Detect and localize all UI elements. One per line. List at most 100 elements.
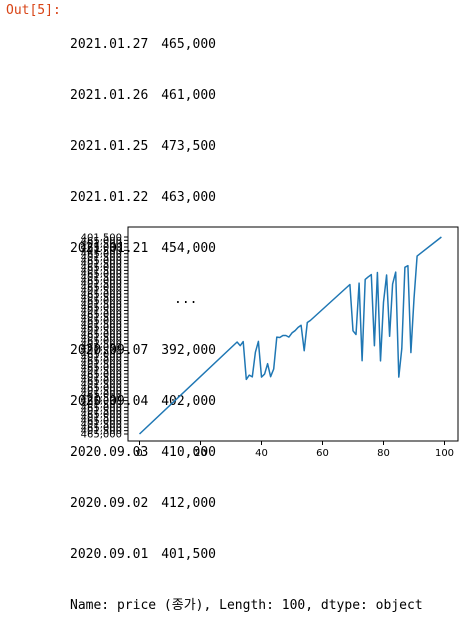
x-tick-label: 40: [255, 448, 268, 459]
y-tick-label: 401,500: [81, 419, 122, 430]
series-date: 2021.01.21: [70, 241, 149, 256]
y-tick-label: 401,500: [81, 399, 122, 410]
series-value: 465,000: [161, 37, 216, 52]
series-row: 2020.09.07 392,000: [70, 342, 423, 359]
series-row: 2020.09.01 401,500: [70, 546, 423, 563]
series-row: 2020.09.02 412,000: [70, 495, 423, 512]
y-tick-label: 465,000: [81, 409, 122, 420]
x-tick-label: 80: [377, 448, 390, 459]
series-row: 2020.09.04 402,000: [70, 393, 423, 410]
y-tick-label: 465,000: [81, 369, 122, 380]
y-tick-label: 465,000: [81, 336, 122, 347]
series-footer: Name: price (종가), Length: 100, dtype: ob…: [70, 598, 423, 613]
plot-frame: [127, 226, 459, 442]
y-tick-label: 401,500: [81, 426, 122, 437]
y-tick-label: 465,000: [81, 396, 122, 407]
price-line-chart: 401,500465,000401,500465,000401,500465,0…: [81, 226, 459, 459]
y-tick-label: 401,500: [81, 393, 122, 404]
y-tick-label: 401,500: [81, 353, 122, 364]
y-tick-label: 465,000: [81, 376, 122, 387]
y-tick-label: 465,000: [81, 349, 122, 360]
series-date: 2020.09.04: [70, 394, 149, 409]
y-tick-label: 465,000: [81, 383, 122, 394]
y-tick-label: 401,500: [81, 273, 122, 284]
series-row: 2021.01.27 465,000: [70, 36, 423, 53]
y-tick-label: 401,500: [81, 413, 122, 424]
y-tick-label: 401,500: [81, 359, 122, 370]
series-ellipsis: ...: [174, 292, 198, 307]
y-tick-label: 401,500: [81, 386, 122, 397]
x-tick-label: 60: [316, 448, 329, 459]
y-tick-label: 401,500: [81, 299, 122, 310]
series-value: 392,000: [161, 343, 216, 358]
y-tick-label: 465,000: [81, 356, 122, 367]
series-row: 2021.01.22 463,000: [70, 189, 423, 206]
series-value: 463,000: [161, 190, 216, 205]
y-tick-label: 465,000: [81, 256, 122, 267]
series-value: 401,500: [161, 547, 216, 562]
y-tick-label: 401,500: [81, 253, 122, 264]
y-tick-label: 465,000: [81, 416, 122, 427]
y-tick-label: 465,000: [81, 289, 122, 300]
series-date: 2020.09.01: [70, 547, 149, 562]
y-tick-label: 465,000: [81, 236, 122, 247]
y-tick-label: 465,000: [81, 276, 122, 287]
series-date: 2020.09.03: [70, 445, 149, 460]
y-tick-label: 465,000: [81, 363, 122, 374]
x-tick-label: 100: [435, 448, 454, 459]
x-tick-label: 20: [194, 448, 207, 459]
y-tick-label: 401,500: [81, 346, 122, 357]
y-tick-label: 465,000: [81, 269, 122, 280]
y-tick-label: 401,500: [81, 306, 122, 317]
y-tick-label: 401,500: [81, 379, 122, 390]
y-tick-label: 465,000: [81, 243, 122, 254]
series-row: 2021.01.21 454,000: [70, 240, 423, 257]
y-tick-label: 401,500: [81, 259, 122, 270]
series-value: 402,000: [161, 394, 216, 409]
y-tick-label: 401,500: [81, 286, 122, 297]
series-date: 2021.01.26: [70, 88, 149, 103]
series-value: 412,000: [161, 496, 216, 511]
y-tick-label: 465,000: [81, 430, 122, 441]
series-row: 2020.09.03 410,000: [70, 444, 423, 461]
series-value: 473,500: [161, 139, 216, 154]
y-tick-label: 465,000: [81, 283, 122, 294]
y-tick-label: 401,500: [81, 366, 122, 377]
y-tick-label: 401,500: [81, 406, 122, 417]
y-tick-label: 401,500: [81, 279, 122, 290]
x-axis-ticks: 0 20 40 60 80 100: [136, 441, 454, 459]
series-date: 2021.01.27: [70, 37, 149, 52]
y-tick-label: 401,500: [81, 239, 122, 250]
series-ellipsis-row: ...: [70, 291, 423, 308]
y-tick-label: 401,500: [81, 293, 122, 304]
y-axis-ticks: 401,500465,000401,500465,000401,500465,0…: [81, 233, 128, 441]
series-date: 2021.01.22: [70, 190, 149, 205]
y-tick-label: 401,500: [81, 319, 122, 330]
series-line: [138, 236, 442, 435]
series-date: 2020.09.02: [70, 496, 149, 511]
series-row: 2021.01.25 473,500: [70, 138, 423, 155]
y-tick-label: 465,000: [81, 249, 122, 260]
y-tick-label: 465,000: [81, 389, 122, 400]
x-tick-label: 0: [136, 448, 142, 459]
y-tick-label: 401,500: [81, 313, 122, 324]
y-tick-label: 401,500: [81, 339, 122, 350]
y-tick-label: 401,500: [81, 246, 122, 257]
series-value: 454,000: [161, 241, 216, 256]
y-tick-label: 401,500: [81, 373, 122, 384]
y-tick-label: 465,000: [81, 423, 122, 434]
series-value: 461,000: [161, 88, 216, 103]
y-tick-label: 401,500: [81, 333, 122, 344]
y-tick-label: 465,000: [81, 323, 122, 334]
y-tick-label: 465,000: [81, 309, 122, 320]
series-date: 2020.09.07: [70, 343, 149, 358]
y-tick-label: 465,000: [81, 329, 122, 340]
y-tick-label: 401,500: [81, 266, 122, 277]
output-prompt: Out[5]:: [6, 3, 61, 18]
y-tick-label: 465,000: [81, 296, 122, 307]
series-row: 2021.01.26 461,000: [70, 87, 423, 104]
y-tick-label: 465,000: [81, 316, 122, 327]
y-tick-label: 401,500: [81, 233, 122, 244]
y-tick-label: 465,000: [81, 343, 122, 354]
y-tick-label: 465,000: [81, 303, 122, 314]
